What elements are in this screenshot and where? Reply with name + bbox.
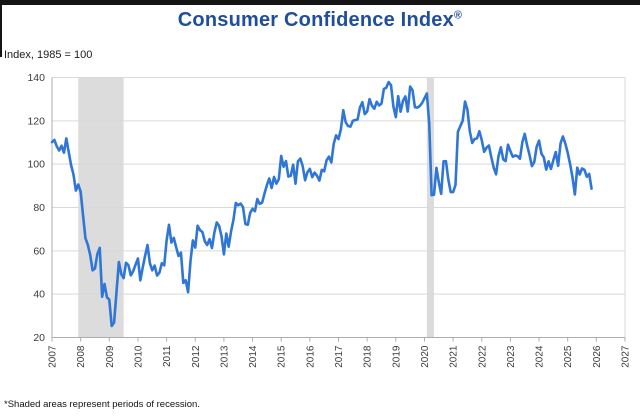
registered-trademark-mark: ® xyxy=(453,9,463,22)
y-axis-unit-note: Index, 1985 = 100 xyxy=(4,49,93,61)
y-tick-label: 80 xyxy=(33,202,45,214)
x-tick-label: 2019 xyxy=(391,345,402,368)
x-tick-label: 2027 xyxy=(621,345,632,368)
chart-title: Consumer Confidence Index® xyxy=(0,9,640,32)
x-tick-label: 2026 xyxy=(592,345,603,368)
x-tick-label: 2025 xyxy=(563,345,574,368)
y-tick-label: 120 xyxy=(27,115,45,127)
y-tick-label: 20 xyxy=(33,332,45,344)
x-tick-label: 2020 xyxy=(420,345,431,368)
x-tick-label: 2014 xyxy=(248,345,259,368)
top-border xyxy=(0,0,640,5)
footnotes: *Shaded areas represent periods of reces… xyxy=(4,375,217,419)
x-tick-label: 2008 xyxy=(76,345,87,368)
x-tick-label: 2007 xyxy=(48,345,59,368)
left-border-segment xyxy=(0,0,2,57)
x-tick-label: 2017 xyxy=(334,345,345,368)
x-tick-label: 2009 xyxy=(105,345,116,368)
y-tick-label: 140 xyxy=(27,72,45,84)
x-tick-label: 2023 xyxy=(506,345,517,368)
x-tick-label: 2021 xyxy=(449,345,460,368)
footnote-recession: *Shaded areas represent periods of reces… xyxy=(4,399,200,410)
x-tick-label: 2016 xyxy=(305,345,316,368)
x-tick-label: 2015 xyxy=(277,345,288,368)
x-tick-label: 2022 xyxy=(477,345,488,368)
cci-series-line xyxy=(50,80,593,328)
x-tick-label: 2018 xyxy=(363,345,374,368)
x-tick-label: 2012 xyxy=(191,345,202,368)
chart-title-text: Consumer Confidence Index xyxy=(177,9,454,31)
y-tick-label: 40 xyxy=(33,289,45,301)
x-tick-label: 2024 xyxy=(535,345,546,368)
x-tick-label: 2010 xyxy=(133,345,144,368)
x-tick-label: 2013 xyxy=(219,345,230,368)
y-tick-label: 60 xyxy=(33,245,45,257)
y-tick-label: 100 xyxy=(27,159,45,171)
x-tick-label: 2011 xyxy=(162,345,173,367)
